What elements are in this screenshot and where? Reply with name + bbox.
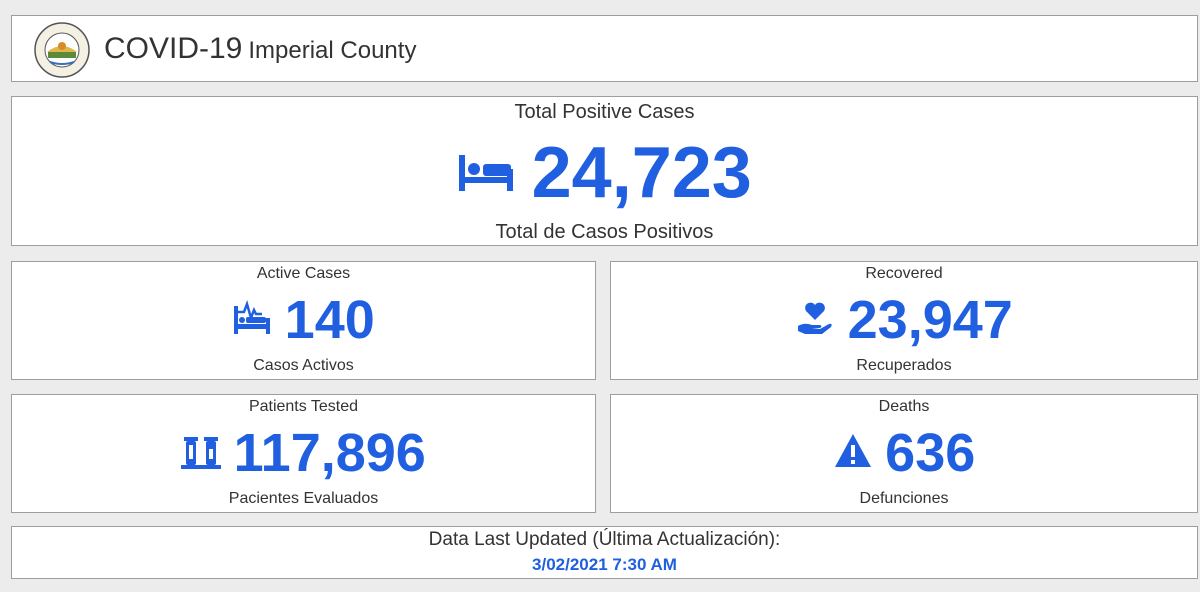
deaths-label-es: Defunciones: [859, 490, 949, 507]
active-cases-panel: Active Cases 140 Casos Activos: [11, 261, 596, 380]
deaths-label: Deaths: [878, 398, 930, 415]
page-title: COVID-19 Imperial County: [104, 32, 416, 66]
title-county: Imperial County: [248, 37, 417, 64]
patients-tested-panel: Patients Tested 117,896 Pacientes Evalua…: [11, 394, 596, 513]
deaths-row: 636: [611, 423, 1197, 483]
recovered-label-es: Recuperados: [856, 357, 952, 374]
recovered-label: Recovered: [865, 265, 943, 282]
active-cases-row: 140: [12, 290, 595, 350]
total-cases-label-es: Total de Casos Positivos: [495, 221, 714, 243]
recovered-row: 23,947: [611, 290, 1197, 350]
title-covid: COVID-19: [104, 32, 243, 65]
warning-icon: [833, 431, 873, 476]
header-panel: COVID-19 Imperial County: [11, 15, 1198, 82]
last-updated-value: 3/02/2021 7:30 AM: [532, 555, 677, 574]
total-cases-value: 24,723: [531, 133, 752, 213]
bed-icon: [457, 149, 515, 198]
last-updated-label: Data Last Updated (Última Actualización)…: [428, 529, 781, 550]
active-cases-value: 140: [284, 290, 375, 350]
deaths-value: 636: [885, 423, 976, 483]
active-cases-label: Active Cases: [256, 265, 351, 282]
hand-holding-heart-icon: [795, 298, 835, 343]
deaths-panel: Deaths 636 Defunciones: [610, 394, 1198, 513]
last-updated-panel: Data Last Updated (Última Actualización)…: [11, 526, 1198, 579]
county-seal-logo: [34, 22, 90, 78]
patients-tested-row: 117,896: [12, 423, 595, 483]
total-cases-panel: Total Positive Cases 24,723 Total de Cas…: [11, 96, 1198, 246]
recovered-value: 23,947: [847, 290, 1013, 350]
hospital-bed-pulse-icon: [232, 298, 272, 343]
active-cases-label-es: Casos Activos: [253, 357, 354, 374]
patients-tested-value: 117,896: [233, 423, 426, 483]
recovered-panel: Recovered 23,947 Recuperados: [610, 261, 1198, 380]
patients-tested-label: Patients Tested: [248, 398, 359, 415]
vials-icon: [181, 431, 222, 476]
patients-tested-label-es: Pacientes Evaluados: [228, 490, 379, 507]
total-cases-label: Total Positive Cases: [514, 101, 695, 123]
total-cases-row: 24,723: [12, 133, 1197, 213]
